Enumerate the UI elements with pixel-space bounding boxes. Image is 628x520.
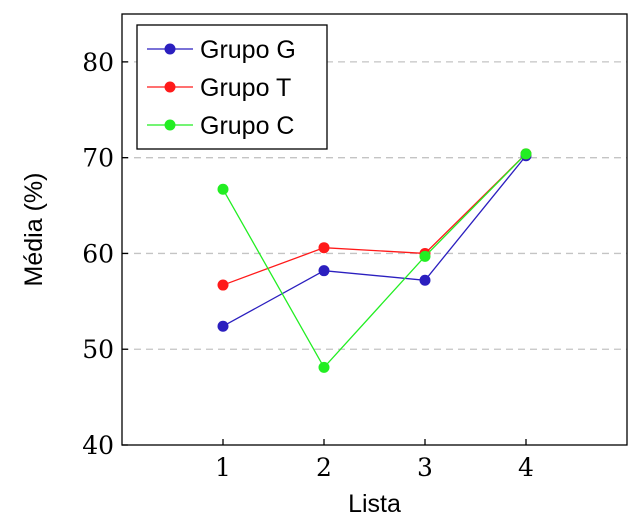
x-tick-label-2: 2 bbox=[316, 453, 332, 482]
y-tick-label-40: 40 bbox=[82, 431, 114, 460]
y-tick-label-70: 70 bbox=[82, 144, 114, 173]
legend-marker-grupo-c bbox=[164, 119, 176, 131]
data-point-grupo-c-2 bbox=[318, 361, 330, 373]
legend-marker-grupo-g bbox=[164, 43, 176, 55]
legend-label-grupo-c: Grupo C bbox=[200, 112, 294, 140]
series-layer bbox=[217, 148, 532, 373]
axis-ticks: 40 50 60 70 80 1 2 3 4 bbox=[82, 48, 534, 482]
y-tick-label-50: 50 bbox=[82, 335, 114, 364]
legend-label-grupo-g: Grupo G bbox=[200, 36, 296, 64]
x-tick-label-3: 3 bbox=[417, 453, 433, 482]
y-tick-label-80: 80 bbox=[82, 48, 114, 77]
data-point-grupo-t-2 bbox=[318, 242, 330, 254]
y-axis-label: Média (%) bbox=[20, 173, 48, 287]
series-line-grupo-g bbox=[222, 155, 527, 327]
series-line-grupo-c bbox=[222, 153, 527, 369]
data-point-grupo-g-2 bbox=[318, 265, 330, 277]
legend: Grupo G Grupo T Grupo C bbox=[136, 24, 328, 150]
data-point-grupo-t-1 bbox=[217, 279, 229, 291]
y-tick-label-60: 60 bbox=[82, 239, 114, 268]
series-grupo-c bbox=[217, 148, 532, 373]
plot-frame bbox=[121, 13, 628, 446]
data-point-grupo-c-4 bbox=[520, 148, 532, 160]
data-point-grupo-c-1 bbox=[217, 183, 229, 195]
x-tick-label-4: 4 bbox=[518, 453, 534, 482]
x-tick-label-1: 1 bbox=[215, 453, 231, 482]
series-line-grupo-t bbox=[222, 153, 527, 286]
series-grupo-g bbox=[217, 150, 532, 332]
x-axis-label: Lista bbox=[348, 490, 401, 518]
legend-label-grupo-t: Grupo T bbox=[200, 74, 291, 102]
legend-marker-grupo-t bbox=[164, 81, 176, 93]
series-grupo-t bbox=[217, 148, 532, 291]
data-point-grupo-g-1 bbox=[217, 320, 229, 332]
data-point-grupo-g-3 bbox=[419, 274, 431, 286]
data-point-grupo-c-3 bbox=[419, 250, 431, 262]
